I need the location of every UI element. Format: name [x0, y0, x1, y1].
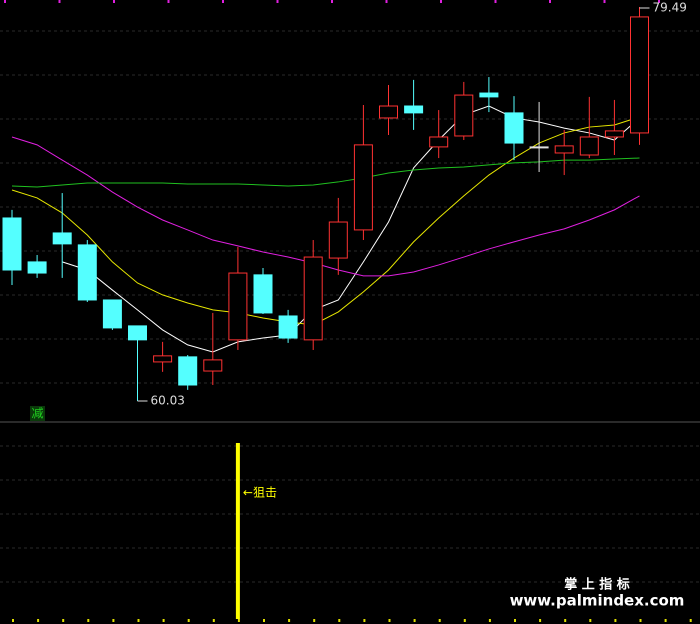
candle-body	[27, 261, 47, 274]
candle-body	[454, 94, 474, 137]
candle-body	[2, 217, 22, 271]
candle-body	[128, 325, 147, 341]
top-dot	[276, 0, 279, 3]
top-dot	[113, 0, 115, 3]
bottom-dot	[614, 619, 617, 622]
bottom-dot	[463, 619, 466, 622]
watermark-title: 掌 上 指 标	[564, 577, 630, 593]
candle-body	[253, 274, 273, 314]
candle-body	[203, 359, 223, 372]
bottom-dot	[237, 619, 240, 622]
bottom-dot	[137, 619, 140, 622]
top-dot	[549, 0, 551, 3]
bottom-dot	[514, 619, 516, 622]
top-dot	[440, 0, 442, 3]
bottom-dot	[162, 619, 165, 622]
candle-body	[228, 272, 248, 341]
bottom-dot	[12, 619, 14, 622]
candle-body	[52, 232, 72, 245]
candle-body	[429, 136, 449, 148]
top-dot	[385, 0, 388, 3]
candle-body	[353, 144, 373, 231]
candle-body	[554, 145, 574, 154]
moving-average	[11, 116, 640, 326]
bottom-dot	[664, 619, 667, 622]
top-dot	[222, 0, 224, 3]
candle-body	[579, 136, 599, 156]
candle-body	[529, 146, 549, 149]
bottom-dot	[413, 619, 416, 622]
bottom-dot	[488, 619, 491, 622]
candle-body	[102, 299, 122, 329]
bottom-dot	[62, 619, 65, 622]
bottom-dot	[589, 619, 592, 622]
bottom-dot	[187, 619, 190, 622]
candle-body	[379, 105, 398, 119]
bottom-dot	[639, 619, 642, 622]
bottom-dot	[313, 619, 316, 622]
top-dot	[494, 0, 497, 3]
bottom-dot	[689, 619, 692, 622]
tag-box	[30, 406, 45, 421]
candle-body	[404, 105, 424, 114]
bottom-dot	[438, 619, 441, 622]
bottom-dot	[37, 619, 40, 622]
top-dot	[58, 0, 61, 3]
grid	[0, 30, 700, 583]
border-dots	[4, 0, 692, 622]
bottom-dot	[388, 619, 391, 622]
top-dot	[603, 0, 606, 3]
signal-label: ←狙击	[243, 486, 277, 500]
bottom-dot	[363, 619, 366, 622]
candle-body	[479, 92, 499, 98]
top-dot	[4, 0, 6, 3]
bottom-dot	[112, 619, 115, 622]
bottom-dot	[564, 619, 567, 622]
candle-body	[504, 112, 524, 144]
bottom-dot	[539, 619, 542, 622]
bottom-dot	[87, 619, 90, 622]
moving-average	[62, 105, 640, 353]
candle-body	[630, 16, 649, 134]
low-label: 60.03	[151, 394, 185, 408]
moving-average	[11, 136, 640, 277]
bottom-dot	[288, 619, 291, 622]
watermark-url: www.palmindex.com	[510, 592, 685, 610]
candle-body	[604, 130, 624, 138]
candle-body	[77, 244, 97, 301]
top-dot	[658, 0, 660, 3]
signal-bar	[235, 443, 240, 619]
bottom-dot	[212, 619, 215, 622]
bottom-dot	[263, 619, 265, 622]
candle-body	[278, 315, 298, 339]
candle-body	[303, 256, 323, 341]
candle-body	[178, 356, 198, 386]
candle-body	[328, 221, 348, 259]
candle-body	[153, 355, 173, 363]
high-label: 79.49	[653, 1, 687, 15]
tag: 减	[31, 407, 43, 421]
top-dot	[167, 0, 170, 3]
moving-average	[11, 157, 640, 188]
bottom-dot	[338, 619, 341, 622]
top-dot	[331, 0, 333, 3]
